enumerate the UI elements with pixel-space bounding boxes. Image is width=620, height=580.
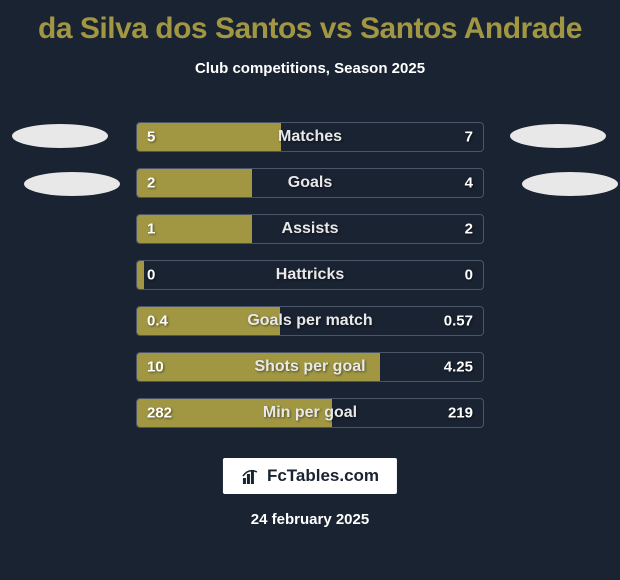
stat-label: Assists <box>282 220 339 238</box>
stat-value-right: 7 <box>465 129 473 146</box>
stat-value-right: 0.57 <box>444 313 473 330</box>
stat-label: Matches <box>278 128 342 146</box>
stat-label: Goals <box>288 174 332 192</box>
page-title: da Silva dos Santos vs Santos Andrade <box>0 0 620 46</box>
stat-row: 10 Shots per goal 4.25 <box>136 352 484 382</box>
stat-value-left: 0.4 <box>147 313 168 330</box>
stat-row: 2 Goals 4 <box>136 168 484 198</box>
stat-label: Min per goal <box>263 404 357 422</box>
stat-value-right: 4 <box>465 175 473 192</box>
stat-value-right: 219 <box>448 405 473 422</box>
stat-row: 0.4 Goals per match 0.57 <box>136 306 484 336</box>
stat-value-left: 0 <box>147 267 155 284</box>
stat-value-left: 282 <box>147 405 172 422</box>
stat-bar-fill <box>137 123 281 151</box>
stat-row: 1 Assists 2 <box>136 214 484 244</box>
stat-bar-fill <box>137 261 144 289</box>
stat-row: 282 Min per goal 219 <box>136 398 484 428</box>
stat-value-left: 10 <box>147 359 164 376</box>
stat-label: Goals per match <box>247 312 372 330</box>
player-right-avatar-2 <box>522 172 618 196</box>
stats-bars: 5 Matches 7 2 Goals 4 1 Assists 2 0 Hattricks 0 0.4 G… <box>136 122 484 444</box>
attribution-label: FcTables.com <box>267 466 379 486</box>
stat-row: 5 Matches 7 <box>136 122 484 152</box>
stat-value-left: 1 <box>147 221 155 238</box>
player-left-avatar-2 <box>24 172 120 196</box>
stat-value-left: 2 <box>147 175 155 192</box>
stat-label: Shots per goal <box>254 358 365 376</box>
stat-label: Hattricks <box>276 266 344 284</box>
chart-icon <box>241 466 261 486</box>
page-subtitle: Club competitions, Season 2025 <box>0 60 620 77</box>
date-label: 24 february 2025 <box>251 511 369 528</box>
stat-value-right: 0 <box>465 267 473 284</box>
stat-row: 0 Hattricks 0 <box>136 260 484 290</box>
player-left-avatar-1 <box>12 124 108 148</box>
stat-value-left: 5 <box>147 129 155 146</box>
stat-value-right: 4.25 <box>444 359 473 376</box>
stat-value-right: 2 <box>465 221 473 238</box>
player-right-avatar-1 <box>510 124 606 148</box>
attribution-box: FcTables.com <box>223 458 397 494</box>
